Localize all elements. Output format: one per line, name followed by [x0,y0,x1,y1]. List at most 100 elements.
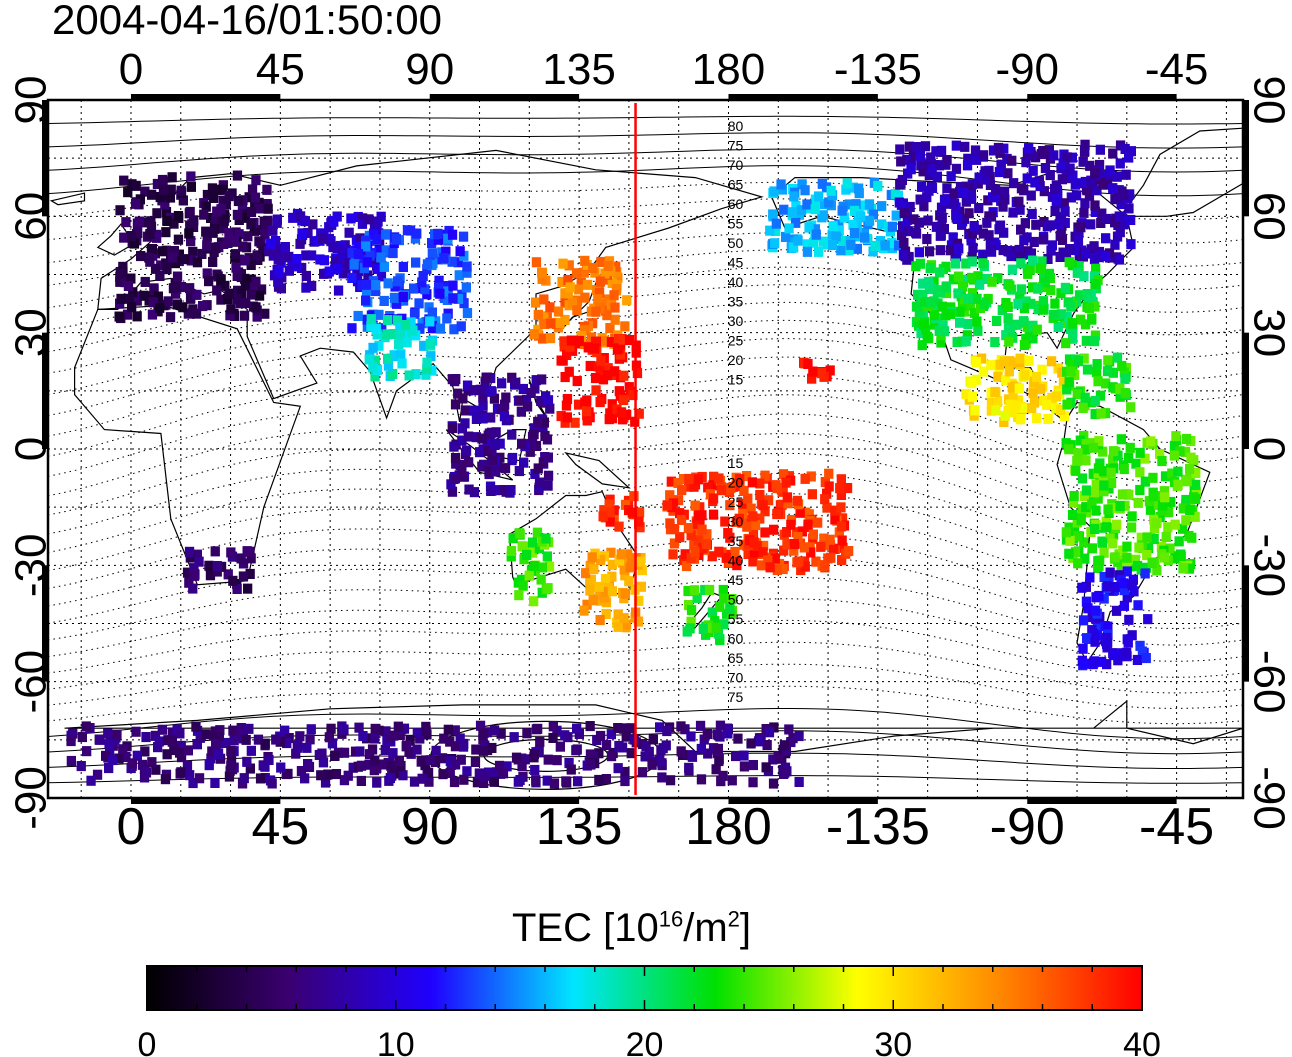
contour-label: 15 [728,455,744,471]
tec-cell [431,745,441,756]
tec-cell [147,309,158,320]
tec-cell [968,242,978,253]
contour-label: 60 [728,196,744,212]
tec-cell [932,287,942,298]
tec-cell [251,175,261,186]
tec-cell [163,296,173,307]
tec-cell [238,241,248,252]
tec-cell [1092,621,1103,632]
tec-cell [356,775,366,786]
tec-cell [999,227,1009,238]
tec-cell [153,742,163,753]
tec-cell [478,730,488,741]
tec-cell [514,590,524,601]
tec-cell [707,607,717,618]
tec-cell [593,361,603,372]
contour-line [48,493,1243,578]
tec-cell [563,732,573,743]
tec-cell [1158,500,1168,511]
tec-cell [1027,255,1038,266]
tec-cell [973,271,983,282]
tec-cell [993,142,1004,153]
tec-cell [693,474,703,485]
tec-cell [786,519,796,530]
tec-cell [1123,637,1133,648]
tec-cell [223,237,233,248]
tec-cell [378,759,388,770]
tec-cell [917,181,927,192]
tec-cell [982,273,992,284]
tec-cell [420,284,430,295]
tec-cell [224,288,234,299]
tec-cell [999,143,1009,154]
tec-cell [487,742,497,753]
tec-cell [1117,186,1127,197]
tec-cell [561,400,572,411]
tec-cell [615,349,626,360]
tec-cell [585,360,595,371]
tec-cell [837,555,847,566]
tec-cell [1056,309,1066,320]
tec-cell [480,377,490,388]
tec-cell [213,748,223,759]
tec-cell [1077,582,1087,593]
tec-cell [903,226,913,237]
tec-cell [104,763,114,774]
tec-cell [1027,150,1037,161]
tec-cell [837,513,848,524]
tec-cell [176,282,187,293]
tec-cell [253,734,264,745]
tec-cell [92,769,103,780]
tec-cell [453,388,463,399]
tec-cell [1191,486,1201,497]
tec-cell [186,236,196,247]
tec-cell [543,395,554,406]
tec-cell [926,297,936,308]
tec-cell [555,741,565,752]
tec-cell [1116,434,1126,445]
tec-cell [412,228,422,239]
tec-cell [1059,198,1069,209]
tec-cell [458,231,469,242]
tec-cell [772,509,782,520]
tec-cell [239,310,250,321]
tec-cell [1132,654,1143,665]
tec-cell [168,283,179,294]
tec-cell [915,306,925,317]
tec-cell [1006,251,1016,262]
tec-cell [1067,152,1077,163]
tec-cell [284,265,294,276]
tec-cell [372,263,383,274]
tec-cell [1117,489,1128,500]
tec-cell [1110,582,1120,593]
left-lat-tick-label: -90 [7,766,56,830]
tec-cell [247,184,258,195]
tec-cell [76,761,86,772]
tec-cell [161,227,171,238]
tec-cell [793,531,803,542]
tec-cell [212,561,222,572]
tec-cell [1102,642,1112,653]
tec-cell [507,455,517,466]
tec-cell [445,767,455,778]
tec-cell [1182,476,1192,487]
tec-cell [619,564,629,575]
tec-cell [1143,543,1154,554]
tec-cell [1020,370,1030,381]
tec-cell [614,521,624,532]
colorbar-tick-label: 20 [626,1026,664,1057]
tec-cell [991,405,1001,416]
tec-cell [423,767,434,778]
tec-cell [697,524,707,535]
tec-cell [836,245,846,256]
tec-cell [573,776,583,787]
tec-cell [324,233,334,244]
tec-cell [1095,390,1106,401]
tec-cell [980,166,990,177]
contour-label: 30 [728,313,744,329]
tec-cell [1149,533,1159,544]
tec-cell [240,273,250,284]
tec-cell [582,415,592,426]
contour-label: 65 [728,650,744,666]
tec-cell [1090,206,1100,217]
